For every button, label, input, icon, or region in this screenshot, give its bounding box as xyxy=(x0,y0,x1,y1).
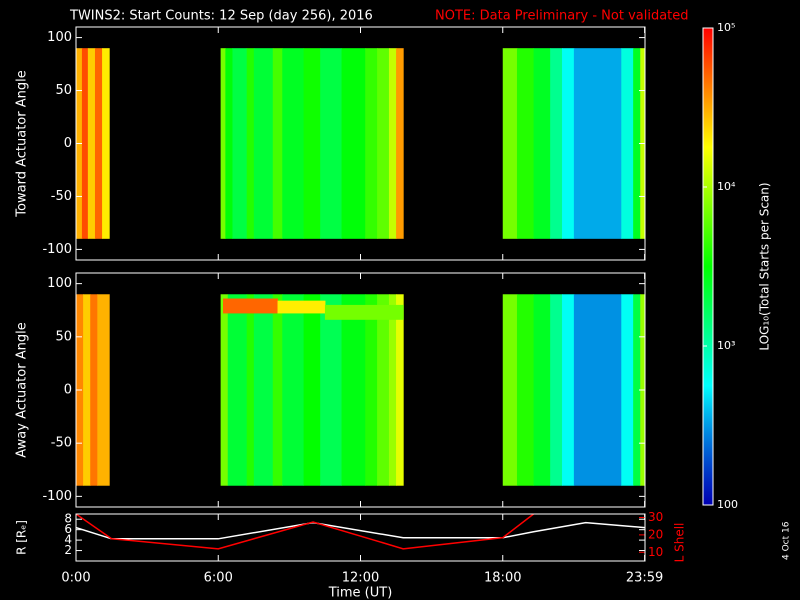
panel-frame xyxy=(75,272,646,508)
heatmap-cell xyxy=(320,294,343,486)
y-tick-label: -100 xyxy=(42,489,72,504)
heatmap-cell xyxy=(516,48,535,239)
y-tick-label: 8 xyxy=(64,512,72,526)
heatmap-cell xyxy=(225,48,233,239)
heatmap-cell xyxy=(533,48,551,239)
heatmap-cell xyxy=(533,294,551,486)
heatmap-cell xyxy=(562,48,575,239)
panel-frame xyxy=(75,26,646,261)
heatmap-cell xyxy=(94,48,103,239)
x-tick-label: 18:00 xyxy=(484,571,521,586)
line-series xyxy=(76,514,535,550)
heatmap-cell xyxy=(324,304,404,320)
heatmap-cell xyxy=(246,48,255,239)
y2-tick-label: 30 xyxy=(648,510,663,524)
heatmap-cell xyxy=(621,294,634,486)
x-tick-label: 12:00 xyxy=(342,571,379,586)
line-series xyxy=(76,521,645,540)
x-tick-label: 6:00 xyxy=(204,571,233,586)
y-tick-label: 100 xyxy=(47,276,72,291)
x-tick-label: 0:00 xyxy=(61,571,90,586)
heatmap-cell xyxy=(272,48,283,239)
heatmap-cell xyxy=(377,294,390,486)
heatmap-cell xyxy=(550,48,563,239)
heatmap-cell xyxy=(516,294,535,486)
heatmap-cell xyxy=(220,294,229,486)
heatmap-cell xyxy=(377,48,390,239)
heatmap-cell xyxy=(550,294,563,486)
title: TWINS2: Start Counts: 12 Sep (day 256), … xyxy=(69,9,373,24)
heatmap-cell xyxy=(232,48,248,239)
colorbar xyxy=(702,27,714,506)
x-axis-label: Time (UT) xyxy=(328,586,393,600)
heatmap-cell xyxy=(341,48,366,239)
heatmap-cell xyxy=(573,294,622,486)
heatmap-cell xyxy=(573,48,622,239)
y-axis-label: Toward Actuator Angle xyxy=(15,70,30,217)
y-tick-label: 2 xyxy=(64,543,72,557)
y-axis-label: Away Actuator Angle xyxy=(15,322,30,457)
heatmap-cell xyxy=(303,294,321,486)
y-tick-label: -100 xyxy=(42,242,72,257)
heatmap-cell xyxy=(282,294,305,486)
colorbar-tick-label: 10³ xyxy=(717,339,735,352)
heatmap-cell xyxy=(253,48,274,239)
heatmap-cell xyxy=(83,294,91,486)
heatmap-cell xyxy=(81,48,89,239)
heatmap-cell xyxy=(365,48,378,239)
heatmap-cell xyxy=(87,48,96,239)
y-tick-label: -50 xyxy=(51,436,72,451)
panel-frame xyxy=(75,513,646,562)
y-tick-label: -50 xyxy=(51,189,72,204)
heatmap-cell xyxy=(220,48,226,239)
y-tick-label: 6 xyxy=(64,522,72,536)
y-tick-label: 50 xyxy=(55,329,72,344)
heatmap-cell xyxy=(272,294,283,486)
heatmap-cell xyxy=(396,294,404,486)
y2-tick-label: 20 xyxy=(648,527,663,541)
heatmap-cell xyxy=(246,294,255,486)
colorbar-label: LOG₁₀(Total Starts per Scan) xyxy=(758,182,772,350)
heatmap-cell xyxy=(633,48,641,239)
heatmap-cell xyxy=(303,48,321,239)
y-tick-label: 4 xyxy=(64,533,72,547)
heatmap-cell xyxy=(365,294,378,486)
heatmap-cell xyxy=(341,294,366,486)
note: NOTE: Data Preliminary - Not validated xyxy=(435,9,689,24)
y-tick-label: 0 xyxy=(64,383,72,398)
colorbar-tick-label: 10⁴ xyxy=(717,180,736,193)
heatmap-cell xyxy=(388,294,397,486)
y-tick-label: 100 xyxy=(47,30,72,45)
heatmap-cell xyxy=(97,294,110,486)
heatmap-cell xyxy=(102,48,110,239)
heatmap-cell xyxy=(253,294,274,486)
heatmap-cell xyxy=(633,294,641,486)
y-tick-label: 0 xyxy=(64,136,72,151)
x-tick-label: 23:59 xyxy=(626,571,663,586)
y-axis-label: R [Rₑ] xyxy=(15,520,29,555)
heatmap-cell xyxy=(621,48,634,239)
heatmap-cell xyxy=(388,48,397,239)
colorbar-tick-label: 10⁵ xyxy=(717,21,735,34)
heatmap-cell xyxy=(502,48,518,239)
heatmap-cell xyxy=(282,48,305,239)
heatmap-cell xyxy=(222,298,279,314)
heatmap-cell xyxy=(277,300,326,314)
colorbar-tick-label: 100 xyxy=(717,498,738,511)
plot-area xyxy=(76,514,645,550)
date-stamp: 4 Oct 16 xyxy=(782,521,792,560)
heatmap-cell xyxy=(502,294,518,486)
y-tick-label: 50 xyxy=(55,83,72,98)
heatmap-cell xyxy=(396,48,404,239)
y2-tick-label: 10 xyxy=(648,545,663,559)
heatmap-cell xyxy=(320,48,343,239)
heatmap-cell xyxy=(90,294,98,486)
y2-axis-label: L Shell xyxy=(673,523,687,563)
heatmap-cell xyxy=(562,294,575,486)
plot-area xyxy=(76,294,645,486)
heatmap-cell xyxy=(227,294,248,486)
plot-area xyxy=(76,48,645,239)
